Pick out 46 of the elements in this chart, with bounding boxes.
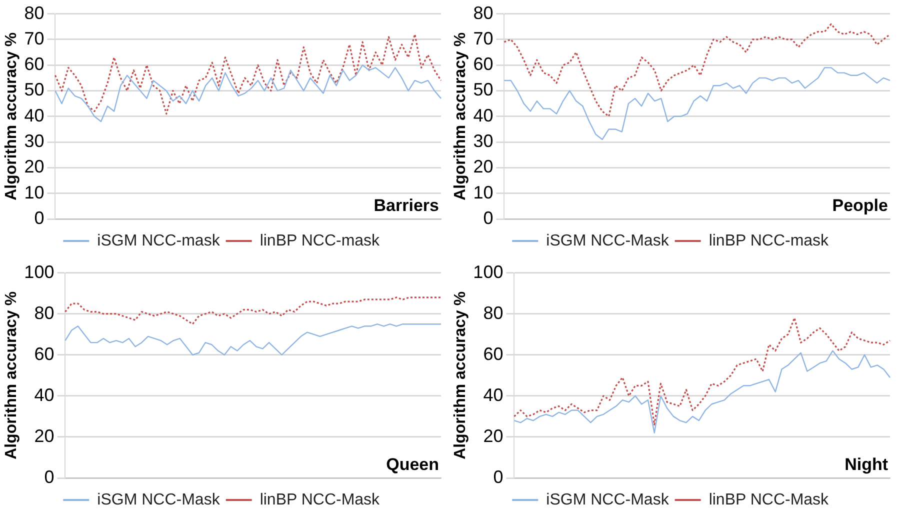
y-tick-label: 60: [34, 344, 54, 364]
annotation: People: [832, 196, 888, 216]
y-tick-label: 10: [24, 182, 44, 202]
y-tick-label: 40: [473, 105, 494, 126]
legend-label: iSGM NCC-mask: [97, 232, 221, 250]
legend-label: iSGM NCC-Mask: [546, 232, 670, 250]
y-tick-label: 70: [24, 28, 44, 48]
y-axis-title: Algorithm accuracy %: [3, 32, 20, 200]
y-tick-label: 40: [483, 384, 504, 405]
y-tick-label: 70: [473, 28, 494, 48]
y-tick-label: 60: [483, 344, 504, 364]
y-tick-label: 0: [493, 466, 504, 487]
legend-label: linBP NCC-Mask: [708, 491, 830, 508]
y-axis-title: Algorithm accuracy %: [452, 291, 470, 460]
y-tick-label: 20: [473, 156, 494, 177]
annotation: Barriers: [374, 196, 439, 216]
y-tick-label: 30: [24, 131, 44, 152]
y-tick-label: 50: [24, 80, 44, 100]
y-tick-label: 40: [34, 384, 54, 405]
y-tick-label: 80: [24, 2, 44, 23]
y-tick-label: 0: [483, 208, 494, 228]
y-tick-label: 80: [483, 302, 504, 323]
y-tick-label: 80: [473, 2, 494, 23]
y-tick-label: 20: [24, 156, 44, 177]
legend-label: iSGM NCC-Mask: [546, 491, 670, 508]
y-tick-label: 20: [34, 426, 54, 446]
y-tick-label: 40: [24, 105, 44, 126]
annotation: Queen: [386, 455, 439, 474]
y-axis-title: Algorithm accuracy %: [452, 32, 470, 200]
legend-label: linBP NCC-mask: [260, 232, 381, 250]
y-tick-label: 60: [473, 54, 494, 74]
y-axis-title: Algorithm accuracy %: [3, 291, 20, 460]
y-tick-label: 100: [473, 262, 504, 282]
legend-label: linBP NCC-Mask: [260, 491, 381, 508]
y-tick-label: 50: [473, 80, 494, 100]
annotation: Night: [844, 455, 888, 474]
y-tick-label: 0: [34, 208, 44, 228]
y-tick-label: 100: [24, 262, 54, 282]
y-tick-label: 80: [34, 302, 54, 323]
y-tick-label: 20: [483, 426, 504, 446]
y-tick-label: 30: [473, 131, 494, 152]
y-tick-label: 0: [44, 466, 54, 487]
y-tick-label: 10: [473, 182, 494, 202]
y-tick-label: 60: [24, 54, 44, 74]
legend-label: iSGM NCC-Mask: [97, 491, 221, 508]
legend-label: linBP NCC-mask: [708, 232, 830, 250]
